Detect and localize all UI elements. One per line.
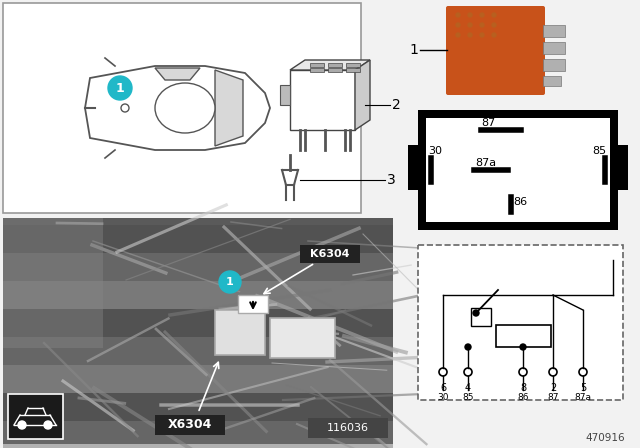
Text: 86: 86 [513, 197, 527, 207]
Bar [610, 145, 628, 190]
Circle shape [480, 13, 484, 17]
Bar [310, 68, 324, 72]
Circle shape [492, 33, 496, 37]
Circle shape [456, 13, 460, 17]
Bar [3, 281, 393, 309]
Text: 1: 1 [226, 277, 234, 287]
Circle shape [473, 310, 479, 316]
Bar [543, 42, 565, 54]
Text: 2: 2 [392, 98, 401, 112]
Bar [215, 310, 265, 355]
Ellipse shape [155, 83, 215, 133]
PathPatch shape [155, 68, 200, 80]
Bar [3, 218, 103, 348]
Bar [8, 394, 63, 439]
Circle shape [456, 33, 460, 37]
Bar [3, 3, 361, 213]
Circle shape [492, 23, 496, 27]
Text: 1: 1 [409, 43, 418, 57]
Circle shape [18, 421, 26, 429]
Text: 3: 3 [387, 173, 396, 187]
Text: 87: 87 [547, 392, 559, 401]
Text: 85: 85 [592, 146, 606, 156]
Circle shape [480, 23, 484, 27]
Bar [308, 418, 388, 438]
Circle shape [480, 33, 484, 37]
Bar [3, 421, 393, 448]
Text: 6: 6 [440, 383, 446, 393]
Bar [300, 245, 360, 263]
Bar [418, 110, 618, 230]
Bar [426, 118, 610, 222]
Circle shape [465, 344, 471, 350]
Text: X6304: X6304 [168, 418, 212, 431]
Circle shape [468, 33, 472, 37]
Bar [543, 76, 561, 86]
Bar [328, 68, 342, 72]
Bar [270, 318, 335, 358]
Text: 5: 5 [580, 383, 586, 393]
Text: 87a: 87a [475, 158, 496, 168]
Text: 470916: 470916 [586, 433, 625, 443]
Bar [543, 59, 565, 71]
Circle shape [219, 271, 241, 293]
Bar [418, 245, 623, 400]
Text: 86: 86 [517, 392, 529, 401]
Bar [3, 365, 393, 393]
Circle shape [520, 344, 526, 350]
Bar [290, 70, 355, 130]
Circle shape [44, 421, 52, 429]
PathPatch shape [85, 66, 270, 150]
Bar [310, 63, 324, 67]
Text: 30: 30 [437, 392, 449, 401]
Bar [280, 85, 290, 105]
Bar [346, 68, 360, 72]
Bar [3, 225, 393, 253]
Bar [155, 415, 225, 435]
Circle shape [108, 76, 132, 100]
Text: 4: 4 [465, 383, 471, 393]
Text: 87: 87 [481, 118, 495, 128]
PathPatch shape [290, 60, 370, 70]
Text: K6304: K6304 [310, 249, 349, 259]
Bar [3, 309, 393, 337]
FancyBboxPatch shape [446, 6, 545, 95]
Bar [328, 63, 342, 67]
Circle shape [492, 13, 496, 17]
PathPatch shape [215, 70, 243, 146]
Bar [346, 63, 360, 67]
Bar [496, 325, 551, 347]
Bar [543, 25, 565, 37]
Text: 87a: 87a [575, 392, 591, 401]
Text: 2: 2 [550, 383, 556, 393]
Circle shape [468, 23, 472, 27]
Text: 116036: 116036 [327, 423, 369, 433]
Bar [3, 393, 393, 421]
Bar [471, 308, 491, 326]
Bar [408, 145, 426, 190]
Text: 8: 8 [520, 383, 526, 393]
Text: 1: 1 [116, 82, 124, 95]
Text: 30: 30 [428, 146, 442, 156]
PathPatch shape [355, 60, 370, 130]
Bar [3, 337, 393, 365]
Bar [3, 253, 393, 281]
Bar [3, 218, 393, 444]
Circle shape [468, 13, 472, 17]
Text: 85: 85 [462, 392, 474, 401]
Circle shape [456, 23, 460, 27]
Bar [238, 295, 268, 313]
